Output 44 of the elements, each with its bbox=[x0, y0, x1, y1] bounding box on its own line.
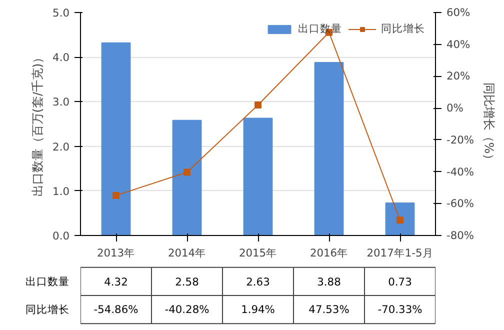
y2-tick-label: -40% bbox=[446, 165, 474, 178]
x-tick-label: 2014年 bbox=[168, 246, 206, 260]
x-tick-label: 2016年 bbox=[310, 246, 348, 260]
legend-label: 同比增长 bbox=[381, 22, 425, 36]
data-label: 1.94% bbox=[241, 303, 275, 316]
y-tick-label: 3.0 bbox=[52, 96, 70, 109]
text: 出口数量 bbox=[26, 274, 70, 288]
y2-axis-title: 同比增长（%） bbox=[482, 82, 496, 166]
point bbox=[254, 101, 262, 108]
point bbox=[112, 192, 120, 199]
y2-tick-label: 20% bbox=[446, 70, 470, 83]
bar bbox=[314, 62, 344, 236]
y2-tick-label: 60% bbox=[446, 6, 470, 19]
bar bbox=[101, 42, 131, 236]
bar bbox=[243, 118, 273, 236]
y2-tick-label: 40% bbox=[446, 38, 470, 51]
legend-label: 出口数量 bbox=[298, 22, 342, 36]
y-tick-label: 1.0 bbox=[52, 184, 70, 198]
y-tick-label: 0.0 bbox=[52, 230, 70, 242]
point bbox=[184, 168, 190, 176]
x-tick-label: 2017年1-5月 bbox=[366, 246, 434, 260]
data-label: 4.32 bbox=[104, 275, 128, 288]
y2-tick-label: -20% bbox=[446, 133, 474, 146]
y2-tick-label: -60% bbox=[446, 197, 474, 210]
text: 同比增长 bbox=[26, 303, 70, 316]
data-label: -40.28% bbox=[164, 303, 210, 316]
x-tick-label: 2013年 bbox=[96, 246, 136, 260]
y-tick-label: 4.0 bbox=[52, 51, 70, 64]
y-tick-label: 5.0 bbox=[52, 6, 70, 20]
y-tick-label: 2.0 bbox=[52, 140, 70, 154]
y2-tick-label: -80% bbox=[446, 229, 474, 242]
data-label: 0.73 bbox=[388, 275, 412, 288]
x-tick-label: 2015年 bbox=[238, 246, 278, 260]
data-label: -54.86% bbox=[94, 303, 138, 316]
y-axis-title: 出口数量（百万(套/千克)） bbox=[30, 51, 45, 197]
data-label: 3.88 bbox=[317, 275, 342, 288]
bar bbox=[172, 120, 202, 236]
y2-tick-label: 0% bbox=[446, 102, 464, 115]
data-label: 47.53% bbox=[308, 303, 350, 316]
data-label: 2.63 bbox=[246, 275, 270, 288]
data-label: 2.58 bbox=[175, 275, 200, 288]
data-label: -70.33% bbox=[378, 303, 422, 316]
point bbox=[396, 216, 404, 224]
bar bbox=[385, 202, 415, 236]
